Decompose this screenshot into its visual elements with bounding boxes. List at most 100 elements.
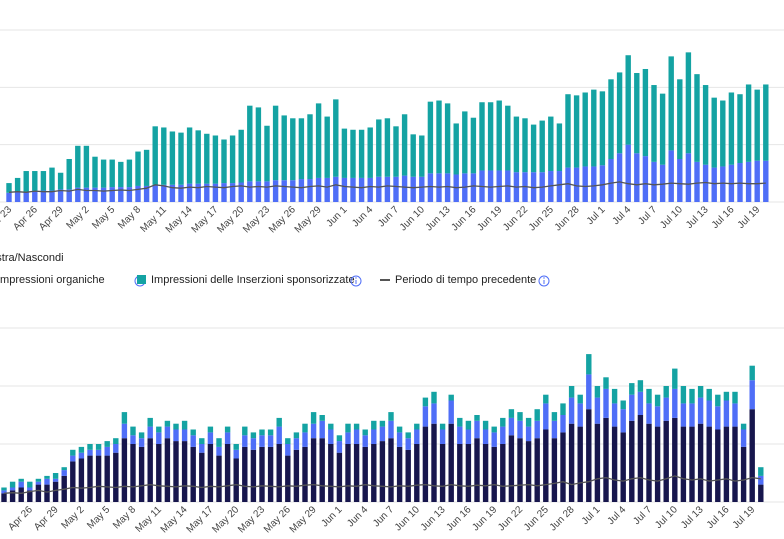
bar-segment — [465, 420, 472, 430]
bar-segment — [161, 184, 167, 202]
bar-segment — [272, 105, 279, 181]
bar-segment — [290, 180, 296, 202]
bar-segment — [32, 190, 38, 202]
bar-segment — [147, 426, 153, 439]
bar-segment — [565, 167, 571, 202]
bar-segment — [668, 56, 674, 151]
legend-label[interactable]: Impressioni organiche — [0, 274, 105, 286]
bar-segment — [40, 190, 47, 202]
bar-segment — [78, 446, 85, 453]
bar-segment — [723, 426, 730, 502]
bar-segment — [419, 135, 425, 177]
bar-segment — [556, 171, 563, 202]
bar-segment — [680, 386, 687, 404]
bar-segment — [135, 185, 141, 202]
bar-segment — [92, 156, 98, 188]
bar-segment — [706, 400, 712, 427]
bar-segment — [419, 176, 425, 202]
bar-segment — [247, 181, 253, 202]
bar-segment — [388, 420, 394, 439]
bar-segment — [281, 180, 287, 202]
bar-segment — [629, 394, 635, 421]
bar-segment — [181, 420, 188, 430]
info-icon[interactable] — [350, 275, 362, 287]
bar-segment — [594, 423, 601, 502]
bar-segment — [500, 426, 506, 444]
bar-segment — [457, 426, 463, 444]
bar-segment — [625, 144, 631, 202]
bar-segment — [732, 426, 738, 502]
bar-segment — [6, 183, 12, 193]
bar-segment — [677, 79, 683, 159]
bar-segment — [439, 429, 446, 444]
bar-segment — [749, 365, 755, 381]
bar-segment — [358, 129, 365, 178]
bar-segment — [651, 161, 657, 202]
bar-segment — [393, 176, 399, 202]
bar-segment — [427, 173, 434, 202]
x-tick-label: Jul 10 — [658, 204, 685, 231]
bar-segment — [723, 400, 730, 427]
x-tick-label: Jun 1 — [324, 204, 349, 229]
x-tick-label: Jun 4 — [345, 504, 370, 529]
legend-label[interactable]: Periodo di tempo precedente — [395, 274, 536, 286]
bar-segment — [388, 412, 394, 421]
bar-segment — [27, 487, 33, 491]
bar-segment — [52, 473, 59, 479]
bar-segment — [353, 423, 360, 430]
bar-segment — [379, 426, 386, 442]
bar-segment — [242, 435, 248, 447]
bar-segment — [474, 438, 480, 502]
bar-segment — [496, 100, 502, 171]
x-tick-label: Jun 13 — [424, 204, 453, 233]
bar-segment — [376, 176, 382, 202]
bar-segment — [49, 190, 55, 202]
bar-segment — [104, 441, 110, 447]
bar-segment — [525, 417, 532, 427]
bar-segment — [242, 426, 248, 436]
bar-segment — [603, 388, 609, 418]
legend-label[interactable]: Impressioni delle Inserzioni sponsorizza… — [151, 274, 355, 286]
bar-segment — [324, 177, 330, 202]
bar-segment — [350, 129, 356, 178]
bar-segment — [543, 394, 549, 404]
bar-segment — [293, 438, 300, 450]
bar-segment — [35, 481, 42, 485]
bar-segment — [87, 449, 93, 456]
bar-segment — [470, 173, 477, 202]
x-tick-label: Jul 4 — [611, 204, 634, 227]
bar-segment — [582, 166, 588, 202]
bar-segment — [1, 490, 7, 494]
bar-segment — [603, 377, 609, 389]
bar-segment — [199, 438, 205, 444]
x-tick-label: May 17 — [185, 504, 216, 535]
bar-segment — [100, 159, 107, 188]
bar-segment — [83, 187, 90, 202]
bar-segment — [204, 133, 210, 184]
bar-segment — [410, 134, 416, 177]
bar-segment — [500, 417, 506, 427]
bar-segment — [104, 455, 110, 502]
bar-segment — [290, 118, 296, 181]
x-tick-label: May 14 — [159, 504, 190, 535]
bar-segment — [491, 426, 497, 433]
x-tick-label: May 23 — [236, 504, 267, 535]
bar-segment — [233, 449, 239, 459]
bar-segment — [706, 426, 712, 502]
bar-segment — [52, 481, 59, 502]
bar-segment — [345, 444, 351, 502]
bar-segment — [715, 406, 721, 430]
x-tick-label: May 29 — [288, 504, 319, 535]
info-icon[interactable] — [538, 275, 550, 287]
bar-segment — [113, 438, 119, 444]
bar-segment — [530, 124, 537, 173]
bar-segment — [341, 177, 348, 202]
bar-segment — [646, 388, 652, 404]
bar-segment — [121, 423, 128, 439]
bar-segment — [83, 145, 90, 188]
bar-segment — [310, 423, 317, 439]
x-tick-label: Jun 22 — [501, 204, 530, 233]
bar-segment — [302, 446, 308, 502]
bar-segment — [565, 94, 571, 168]
legend-toggle[interactable]: Mostra/Nascondi — [0, 252, 64, 264]
